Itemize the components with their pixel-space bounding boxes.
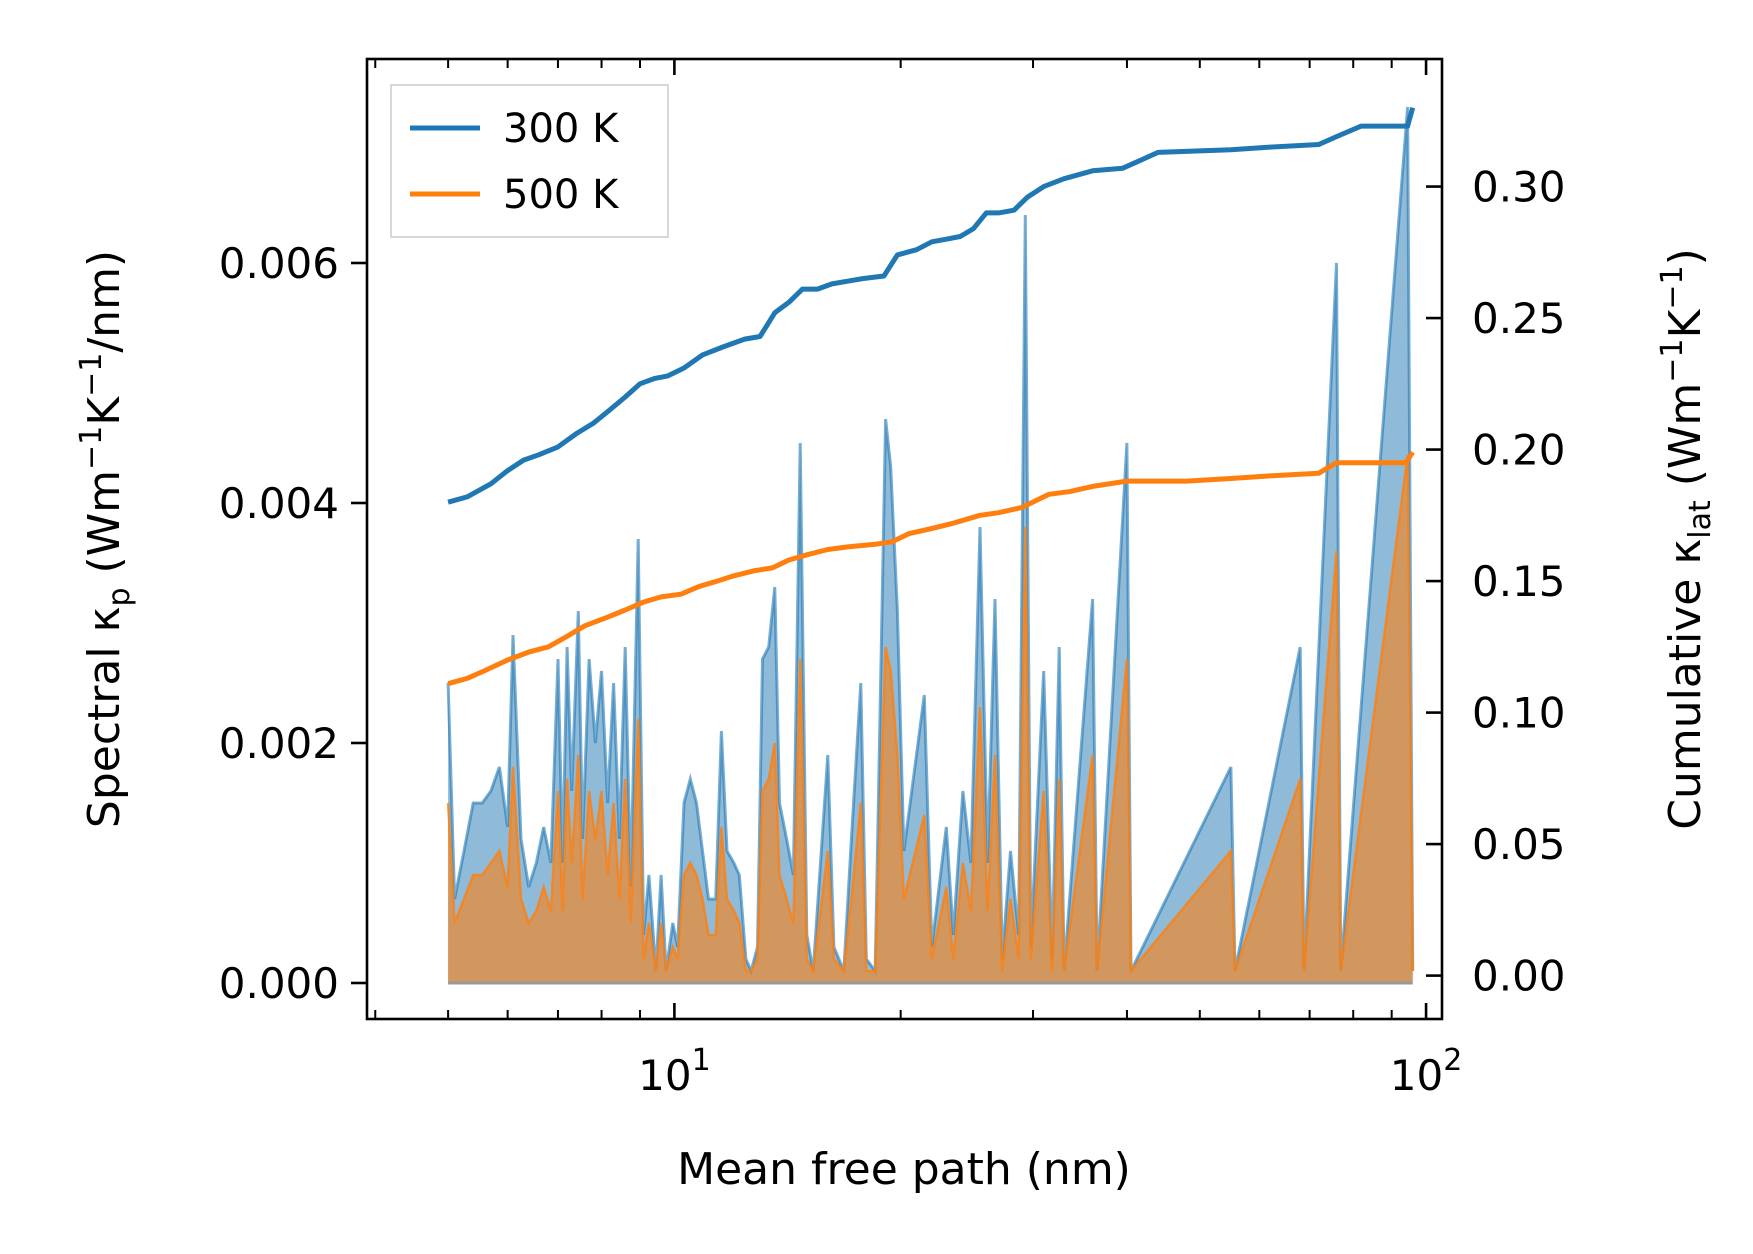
spectral-500k-area <box>448 455 1413 983</box>
legend: 300 K 500 K <box>390 84 669 238</box>
y-axis-right-title: Cumulative κlat (Wm−1K−1) <box>1655 248 1718 830</box>
series-line-300k <box>447 107 1416 505</box>
legend-box <box>390 84 669 238</box>
tick-label-layer: 101 1020.0000.0020.0040.0060.000.050.100.… <box>219 163 1566 1100</box>
spectral-fill-layer <box>446 106 1415 985</box>
y-right-tick-label: 0.00 <box>1472 952 1566 1001</box>
y-right-label-unit-b: K <box>1660 308 1711 338</box>
spectral-300k-outline <box>446 106 1415 976</box>
y-right-tick-label: 0.10 <box>1472 689 1566 738</box>
x-tick-label-base: 10 <box>638 1051 691 1100</box>
y-left-label-unit-c: /nm) <box>79 250 130 353</box>
x-tick-label-base: 10 <box>1390 1051 1443 1100</box>
legend-label-300k: 300 K <box>503 106 620 152</box>
y-left-tick-label: 0.006 <box>219 239 339 288</box>
y-left-tick-label: 0.002 <box>219 719 339 768</box>
x-tick-label-exponent: 1 <box>692 1043 711 1078</box>
y-left-label-sub: p <box>102 587 137 606</box>
y-left-tick-label: 0.000 <box>219 959 339 1008</box>
y-right-label-sup-a: −1 <box>1655 338 1690 382</box>
y-right-label-unit-a: (Wm <box>1660 383 1711 501</box>
plot-frame <box>365 57 1444 1021</box>
y-axis-left-title: Spectral κp (Wm−1K−1/nm) <box>74 250 137 828</box>
y-right-label-sub: lat <box>1683 500 1718 539</box>
y-right-label-prefix: Cumulative κ <box>1660 539 1711 830</box>
x-tick-label: 102 <box>1390 1043 1463 1100</box>
y-right-tick-label: 0.25 <box>1472 294 1566 343</box>
legend-label-500k: 500 K <box>503 172 620 218</box>
y-right-tick-label: 0.20 <box>1472 426 1566 475</box>
y-left-label-sup-a: −1 <box>74 426 109 470</box>
y-right-label-unit-c: ) <box>1660 248 1711 265</box>
y-right-tick-label: 0.05 <box>1472 820 1566 869</box>
y-left-label-unit-a: (Wm <box>79 470 130 588</box>
y-left-label-sup-b: −1 <box>74 353 109 397</box>
y-left-label-unit-b: K <box>79 396 130 426</box>
x-tick-label: 101 <box>638 1043 711 1100</box>
tick-layer <box>351 59 1442 1019</box>
spectral-500k-outline <box>446 454 1414 976</box>
y-right-tick-label: 0.15 <box>1472 557 1566 606</box>
y-left-tick-label: 0.004 <box>219 479 339 528</box>
series-line-layer <box>447 107 1416 687</box>
series-line-500k <box>447 450 1415 687</box>
y-right-label-sup-b: −1 <box>1655 265 1690 309</box>
y-left-label-prefix: Spectral κ <box>79 607 130 829</box>
y-right-tick-label: 0.30 <box>1472 163 1566 212</box>
x-axis-title: Mean free path (nm) <box>677 1144 1131 1195</box>
x-tick-label-exponent: 2 <box>1443 1043 1462 1078</box>
